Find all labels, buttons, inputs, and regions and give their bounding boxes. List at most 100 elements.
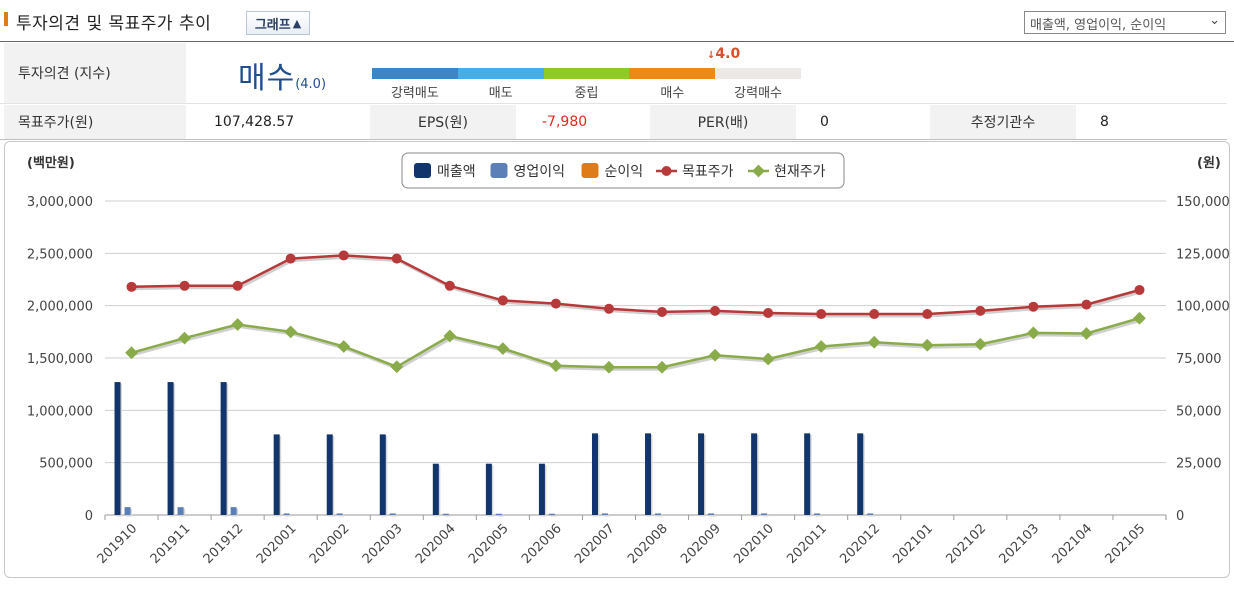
bar-shadow xyxy=(656,514,663,517)
bar-영업이익 xyxy=(708,513,715,515)
legend-label: 현재주가 xyxy=(774,164,826,180)
point-목표주가 xyxy=(657,306,668,317)
bar-영업이익 xyxy=(548,513,555,515)
series-select[interactable]: 매출액, 영업이익, 순이익 ⌄ xyxy=(1024,11,1226,34)
legend-label: 목표주가 xyxy=(682,164,734,180)
graph-toggle-button[interactable]: 그래프 ▲ xyxy=(246,11,310,35)
legend-swatch xyxy=(581,163,599,178)
bar-매출액 xyxy=(698,433,705,515)
legend-label: 매출액 xyxy=(437,164,476,180)
x-tick-label: 202004 xyxy=(413,521,459,567)
point-목표주가 xyxy=(232,280,243,291)
bar-shadow xyxy=(338,514,345,517)
point-목표주가 xyxy=(922,309,933,320)
opinion-main: 매수 xyxy=(238,61,296,96)
opinion-marker-value: 4.0 xyxy=(715,46,741,62)
eps-label: EPS(원) xyxy=(370,105,516,139)
legend-swatch xyxy=(414,163,431,178)
bar-매출액 xyxy=(591,433,598,515)
legend-item-목표주가[interactable]: 목표주가 xyxy=(656,164,734,180)
bar-영업이익 xyxy=(495,513,502,515)
point-목표주가 xyxy=(710,305,721,316)
bar-shadow xyxy=(868,514,875,517)
point-현재주가 xyxy=(655,360,669,374)
point-목표주가 xyxy=(338,250,349,261)
marker-arrow-icon: ↓ xyxy=(707,50,716,61)
bar-영업이익 xyxy=(124,507,131,515)
right-tick-label: 150,000 xyxy=(1176,195,1230,210)
point-목표주가 xyxy=(1081,299,1092,310)
x-tick-label: 201911 xyxy=(148,521,194,567)
legend-item-영업이익[interactable]: 영업이익 xyxy=(490,163,566,180)
bar-매출액 xyxy=(220,382,227,515)
estimators-label: 추정기관수 xyxy=(930,105,1076,139)
point-현재주가 xyxy=(549,359,563,373)
legend-swatch xyxy=(490,163,508,178)
bar-영업이익 xyxy=(230,507,237,515)
scale-label: 강력매도 xyxy=(390,86,439,101)
legend-marker xyxy=(661,166,672,176)
point-목표주가 xyxy=(550,298,561,309)
x-tick-label: 202008 xyxy=(625,521,671,567)
x-tick-label: 202006 xyxy=(519,521,565,567)
bar-매출액 xyxy=(804,433,811,515)
x-tick-label: 202001 xyxy=(254,521,300,567)
point-현재주가 xyxy=(761,352,775,366)
target-price-value: 107,428.57 xyxy=(214,114,295,130)
bar-영업이익 xyxy=(389,513,396,515)
scale-label: 중립 xyxy=(574,86,599,101)
bar-영업이익 xyxy=(442,513,449,515)
point-목표주가 xyxy=(285,253,296,264)
bar-매출액 xyxy=(645,433,652,515)
opinion-scale-labels: 강력매도 매도 중립 매수 강력매수 xyxy=(372,82,801,101)
bar-shadow xyxy=(709,514,716,517)
point-현재주가 xyxy=(920,338,934,352)
bar-매출액 xyxy=(857,433,864,515)
legend-item-순이익[interactable]: 순이익 xyxy=(581,163,644,180)
opinion-scale-bar xyxy=(372,68,801,79)
metrics-row: 목표주가(원) 107,428.57 EPS(원) -7,980 PER(배) … xyxy=(0,105,1227,140)
scale-segment xyxy=(457,68,544,79)
bar-매출액 xyxy=(114,382,121,515)
bar-매출액 xyxy=(379,434,386,515)
x-tick-label: 202105 xyxy=(1103,521,1149,567)
point-목표주가 xyxy=(126,281,137,292)
right-tick-label: 100,000 xyxy=(1176,300,1230,315)
graph-toggle-label: 그래프 xyxy=(254,17,291,33)
left-axis-unit: (백만원) xyxy=(27,155,75,171)
right-tick-label: 125,000 xyxy=(1176,247,1230,262)
point-목표주가 xyxy=(763,307,774,318)
bar-매출액 xyxy=(751,433,758,515)
point-현재주가 xyxy=(1080,327,1093,340)
x-tick-label: 202010 xyxy=(731,521,777,567)
right-tick-label: 25,000 xyxy=(1176,457,1222,472)
opinion-value: 매수(4.0) xyxy=(238,53,326,97)
bar-영업이익 xyxy=(761,513,768,515)
bar-영업이익 xyxy=(814,513,821,515)
left-tick-label: 1,500,000 xyxy=(27,352,93,367)
per-label: PER(배) xyxy=(650,105,796,139)
target-price-label: 목표주가(원) xyxy=(4,105,186,139)
title-marker xyxy=(4,12,8,26)
point-현재주가 xyxy=(496,342,510,355)
right-tick-label: 0 xyxy=(1176,509,1184,524)
scale-label: 매수 xyxy=(660,86,685,101)
estimators-value: 8 xyxy=(1100,114,1109,130)
legend-item-매출액[interactable]: 매출액 xyxy=(414,163,476,180)
x-tick-label: 202007 xyxy=(572,521,618,567)
bar-shadow xyxy=(815,514,822,517)
point-현재주가 xyxy=(867,335,881,349)
bar-매출액 xyxy=(273,434,280,515)
x-tick-label: 201912 xyxy=(201,521,247,567)
scale-segment xyxy=(372,68,458,79)
eps-value: -7,980 xyxy=(542,114,588,130)
bar-매출액 xyxy=(326,434,333,515)
chevron-up-icon: ▲ xyxy=(292,16,302,30)
bar-영업이익 xyxy=(655,513,662,515)
point-목표주가 xyxy=(603,303,614,314)
x-tick-label: 202002 xyxy=(307,521,353,567)
bar-shadow xyxy=(550,515,557,517)
bar-매출액 xyxy=(538,463,545,515)
right-axis-unit: (원) xyxy=(1197,156,1221,171)
scale-segment xyxy=(543,68,630,79)
